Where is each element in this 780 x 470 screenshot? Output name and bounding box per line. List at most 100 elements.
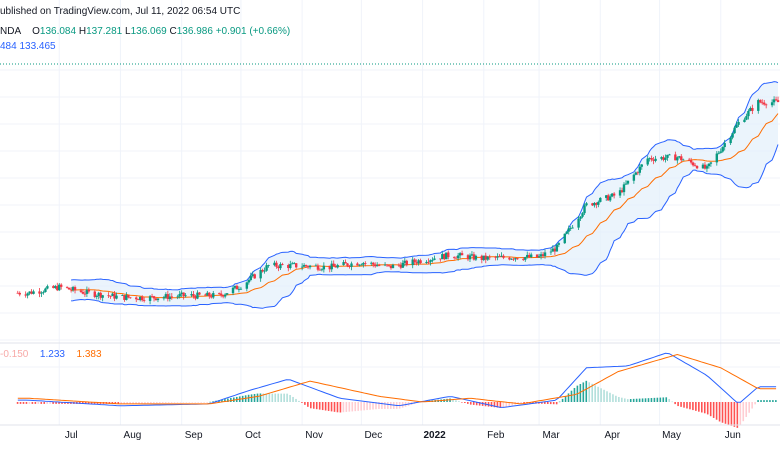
macd-line-value: 1.233	[39, 349, 65, 360]
candle	[79, 288, 83, 293]
macd-line	[17, 352, 777, 408]
macd-hist-bar	[224, 399, 226, 402]
macd-hist-bar	[280, 393, 282, 402]
macd-hist-bar	[16, 402, 19, 404]
candlestick-series	[16, 96, 780, 305]
candle	[701, 163, 705, 169]
close-label: C	[169, 26, 177, 37]
candle	[273, 260, 276, 267]
candle	[543, 249, 547, 259]
macd-hist-bar	[544, 402, 546, 404]
macd-hist-bar	[227, 398, 229, 402]
macd-hist-bar	[19, 402, 22, 404]
macd-hist-bar	[766, 400, 768, 402]
candle	[316, 263, 320, 272]
candle	[253, 273, 256, 279]
macd-hist-bar	[689, 402, 691, 410]
candle	[194, 294, 197, 301]
macd-hist-bar	[203, 402, 205, 403]
candle	[362, 261, 365, 268]
macd-hist-bar	[161, 402, 164, 403]
macd-hist-bar	[692, 402, 694, 411]
candle	[372, 261, 375, 268]
candle	[763, 99, 766, 106]
macd-hist-bar	[155, 402, 158, 404]
candle	[715, 151, 719, 166]
candle	[563, 233, 566, 244]
macd-hist-bar	[618, 396, 620, 402]
macd-hist-bar	[114, 402, 117, 404]
macd-hist-bar	[570, 390, 573, 402]
macd-hist-bar	[339, 402, 342, 413]
macd-hist-bar	[603, 389, 605, 402]
macd-hist-bar	[31, 402, 34, 404]
candle	[44, 287, 47, 293]
macd-hist-bar	[490, 402, 493, 407]
macd-hist-bar	[695, 402, 697, 411]
macd-hist-bar	[188, 402, 191, 403]
candle	[537, 253, 541, 258]
candle	[178, 290, 181, 299]
candle	[439, 258, 442, 262]
candle	[28, 291, 31, 296]
candle	[761, 99, 764, 105]
candle	[662, 155, 665, 162]
candle	[502, 254, 505, 260]
high-value: 137.281	[86, 26, 123, 37]
macd-hist-bar	[253, 393, 256, 402]
high-label: H	[78, 26, 87, 37]
candle	[776, 96, 780, 103]
candle	[528, 252, 531, 258]
macd-hist-bar	[372, 402, 374, 410]
macd-hist-bar	[641, 398, 644, 402]
candle	[308, 264, 312, 270]
open-value: 136.084	[39, 26, 77, 37]
candle	[389, 265, 393, 270]
macd-hist-bar	[585, 380, 588, 402]
candle	[385, 264, 389, 267]
candle	[377, 263, 381, 267]
macd-hist-bar	[772, 400, 774, 402]
macd-hist-bar	[647, 398, 650, 402]
macd-hist-bar	[579, 384, 582, 402]
macd-hist-bar	[49, 402, 51, 404]
macd-hist-bar	[612, 394, 614, 402]
macd-hist-bar	[327, 402, 330, 411]
candle	[577, 215, 580, 230]
candle	[387, 265, 391, 267]
candle	[648, 157, 651, 162]
macd-hist-bar	[230, 398, 232, 402]
candle	[549, 248, 553, 256]
macd-hist-bar	[277, 393, 280, 402]
macd-hist-bar	[310, 402, 312, 409]
macd-histogram-value: -0.150	[0, 349, 29, 360]
candle	[678, 155, 681, 159]
candle	[142, 297, 146, 303]
candle	[526, 251, 529, 259]
candle	[498, 254, 501, 258]
macd-hist-bar	[621, 397, 623, 402]
candle	[233, 285, 237, 290]
candle	[557, 242, 561, 248]
macd-hist-bar	[653, 397, 656, 402]
macd-hist-bar	[552, 402, 555, 405]
candle	[391, 263, 395, 269]
candle	[18, 291, 21, 297]
candle	[219, 290, 223, 298]
macd-hist-bar	[206, 402, 208, 403]
candle	[176, 294, 179, 300]
macd-hist-bar	[739, 402, 742, 426]
macd-hist-bar	[315, 402, 318, 410]
macd-hist-bar	[170, 402, 173, 403]
x-tick-label: Jun	[725, 430, 741, 441]
bollinger-bands	[71, 81, 779, 309]
macd-hist-bar	[638, 398, 641, 402]
x-axis: Jul Aug Sep Oct Nov Dec 2022 Feb Mar Apr May Jun	[0, 424, 780, 441]
candle	[73, 285, 77, 294]
macd-hist-bar	[286, 393, 288, 402]
macd-hist-bar	[505, 402, 508, 407]
macd-hist-bar	[467, 402, 469, 404]
macd-hist-bar	[626, 399, 629, 402]
candle	[535, 254, 539, 258]
